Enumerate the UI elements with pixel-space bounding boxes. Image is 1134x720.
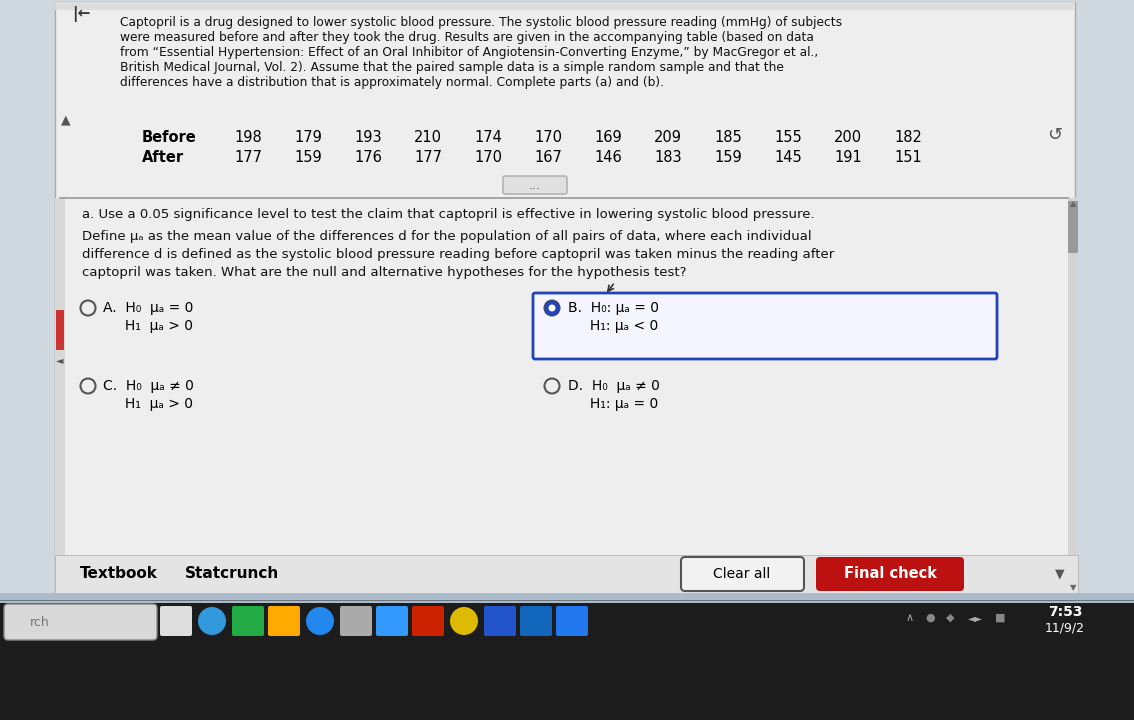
Text: ▲: ▲ bbox=[1069, 199, 1076, 209]
FancyBboxPatch shape bbox=[56, 198, 65, 593]
Text: 155: 155 bbox=[775, 130, 802, 145]
Text: 183: 183 bbox=[654, 150, 682, 165]
Text: 210: 210 bbox=[414, 130, 442, 145]
Text: H₁  μₐ > 0: H₁ μₐ > 0 bbox=[103, 319, 193, 333]
Text: D.  H₀  μₐ ≠ 0: D. H₀ μₐ ≠ 0 bbox=[568, 379, 660, 393]
FancyBboxPatch shape bbox=[503, 176, 567, 194]
Text: ◄: ◄ bbox=[57, 355, 64, 365]
Text: 151: 151 bbox=[894, 150, 922, 165]
Text: 198: 198 bbox=[234, 130, 262, 145]
Text: Textbook: Textbook bbox=[81, 567, 158, 582]
Text: 209: 209 bbox=[654, 130, 682, 145]
Text: 170: 170 bbox=[474, 150, 502, 165]
FancyBboxPatch shape bbox=[56, 555, 1078, 593]
Text: 193: 193 bbox=[354, 130, 382, 145]
FancyBboxPatch shape bbox=[160, 606, 192, 636]
Text: ●: ● bbox=[925, 613, 934, 623]
Text: difference d is defined as the systolic blood pressure reading before captopril : difference d is defined as the systolic … bbox=[82, 248, 835, 261]
Text: 185: 185 bbox=[714, 130, 742, 145]
Text: 177: 177 bbox=[414, 150, 442, 165]
Text: A.  H₀  μₐ = 0: A. H₀ μₐ = 0 bbox=[103, 301, 194, 315]
Text: ↺: ↺ bbox=[1048, 126, 1063, 144]
Text: 169: 169 bbox=[594, 130, 621, 145]
Text: ...: ... bbox=[528, 179, 541, 192]
Text: Final check: Final check bbox=[844, 567, 937, 582]
Text: captopril was taken. What are the null and alternative hypotheses for the hypoth: captopril was taken. What are the null a… bbox=[82, 266, 686, 279]
FancyBboxPatch shape bbox=[376, 606, 408, 636]
Text: |←: |← bbox=[71, 6, 91, 22]
Text: 145: 145 bbox=[775, 150, 802, 165]
FancyBboxPatch shape bbox=[56, 2, 1075, 592]
Text: Clear all: Clear all bbox=[713, 567, 771, 581]
Text: 159: 159 bbox=[294, 150, 322, 165]
Text: 200: 200 bbox=[833, 130, 862, 145]
Text: H₁  μₐ > 0: H₁ μₐ > 0 bbox=[103, 397, 193, 411]
Text: Define μₐ as the mean value of the differences d for the population of all pairs: Define μₐ as the mean value of the diffe… bbox=[82, 230, 812, 243]
FancyBboxPatch shape bbox=[816, 557, 964, 591]
Text: 177: 177 bbox=[234, 150, 262, 165]
Text: 167: 167 bbox=[534, 150, 562, 165]
FancyBboxPatch shape bbox=[232, 606, 264, 636]
FancyBboxPatch shape bbox=[56, 310, 64, 350]
Circle shape bbox=[549, 305, 556, 312]
FancyBboxPatch shape bbox=[268, 606, 301, 636]
Text: 11/9/2: 11/9/2 bbox=[1046, 621, 1085, 634]
FancyBboxPatch shape bbox=[412, 606, 445, 636]
Text: 179: 179 bbox=[294, 130, 322, 145]
Text: 182: 182 bbox=[894, 130, 922, 145]
Text: a. Use a 0.05 significance level to test the claim that captopril is effective i: a. Use a 0.05 significance level to test… bbox=[82, 208, 814, 221]
Text: were measured before and after they took the drug. Results are given in the acco: were measured before and after they took… bbox=[120, 31, 814, 44]
FancyBboxPatch shape bbox=[682, 557, 804, 591]
Text: differences have a distribution that is approximately normal. Complete parts (a): differences have a distribution that is … bbox=[120, 76, 665, 89]
Text: Before: Before bbox=[142, 130, 197, 145]
FancyBboxPatch shape bbox=[0, 0, 1134, 600]
FancyBboxPatch shape bbox=[521, 606, 552, 636]
FancyBboxPatch shape bbox=[0, 600, 1134, 720]
FancyBboxPatch shape bbox=[556, 606, 589, 636]
Circle shape bbox=[450, 607, 479, 635]
FancyBboxPatch shape bbox=[340, 606, 372, 636]
Text: H₁: μₐ < 0: H₁: μₐ < 0 bbox=[568, 319, 658, 333]
Text: Captopril is a drug designed to lower systolic blood pressure. The systolic bloo: Captopril is a drug designed to lower sy… bbox=[120, 16, 843, 29]
Text: 159: 159 bbox=[714, 150, 742, 165]
Text: ◆: ◆ bbox=[946, 613, 954, 623]
Text: 170: 170 bbox=[534, 130, 562, 145]
Text: B.  H₀: μₐ = 0: B. H₀: μₐ = 0 bbox=[568, 301, 659, 315]
Text: ∧: ∧ bbox=[906, 613, 914, 623]
FancyBboxPatch shape bbox=[1068, 198, 1078, 593]
FancyBboxPatch shape bbox=[56, 2, 1075, 10]
FancyBboxPatch shape bbox=[0, 593, 1134, 603]
Text: rch: rch bbox=[29, 616, 50, 629]
Text: 7:53: 7:53 bbox=[1048, 605, 1082, 619]
Text: C.  H₀  μₐ ≠ 0: C. H₀ μₐ ≠ 0 bbox=[103, 379, 194, 393]
FancyBboxPatch shape bbox=[5, 604, 156, 640]
Text: Statcrunch: Statcrunch bbox=[185, 567, 279, 582]
Circle shape bbox=[198, 607, 226, 635]
Circle shape bbox=[544, 300, 559, 315]
Text: ▼: ▼ bbox=[1069, 583, 1076, 593]
FancyBboxPatch shape bbox=[1068, 201, 1078, 253]
Text: After: After bbox=[142, 150, 184, 165]
Text: 146: 146 bbox=[594, 150, 621, 165]
Text: ■: ■ bbox=[995, 613, 1005, 623]
Text: H₁: μₐ = 0: H₁: μₐ = 0 bbox=[568, 397, 658, 411]
Text: 174: 174 bbox=[474, 130, 502, 145]
Text: from “Essential Hypertension: Effect of an Oral Inhibitor of Angiotensin-Convert: from “Essential Hypertension: Effect of … bbox=[120, 46, 819, 59]
FancyBboxPatch shape bbox=[533, 293, 997, 359]
Text: ▼: ▼ bbox=[1056, 567, 1065, 580]
FancyBboxPatch shape bbox=[484, 606, 516, 636]
Circle shape bbox=[306, 607, 335, 635]
Text: 191: 191 bbox=[835, 150, 862, 165]
Text: ▲: ▲ bbox=[61, 114, 70, 127]
Text: 176: 176 bbox=[354, 150, 382, 165]
Text: British Medical Journal, Vol. 2). Assume that the paired sample data is a simple: British Medical Journal, Vol. 2). Assume… bbox=[120, 61, 784, 74]
Text: ◄►: ◄► bbox=[967, 613, 982, 623]
